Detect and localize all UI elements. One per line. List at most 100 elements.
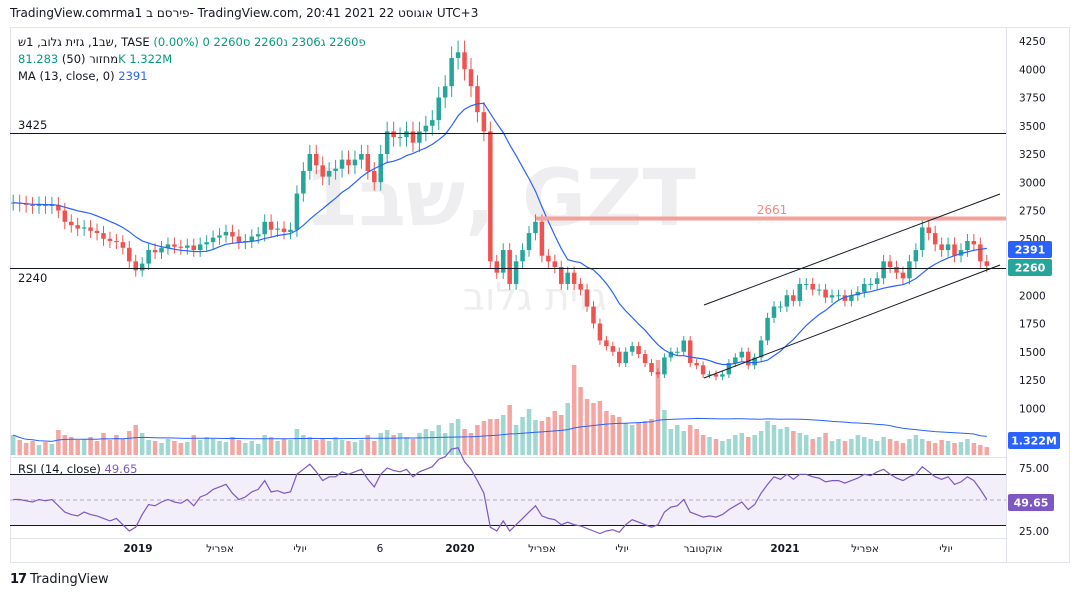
candle: [694, 359, 699, 370]
volume-bar: [262, 435, 267, 455]
footer-brand[interactable]: 17 TradingView: [10, 572, 109, 587]
candle: [146, 243, 151, 271]
candle: [49, 196, 55, 214]
rsi-legend[interactable]: RSI (14, close) 49.65: [18, 462, 137, 476]
candle: [68, 214, 74, 233]
candle: [829, 289, 835, 304]
time-axis[interactable]: 2019 אפריל יולי 6 2020 אפריל יולי אוקטובר 2021 אפ…: [123, 543, 952, 555]
volume-bar: [430, 431, 435, 455]
candle: [894, 260, 899, 279]
volume-bar: [359, 440, 364, 455]
candle: [578, 278, 583, 296]
resistance-line[interactable]: [536, 216, 1006, 221]
channel-upper-line[interactable]: [703, 193, 1001, 306]
candle: [139, 257, 145, 277]
volume-bar: [816, 437, 822, 455]
candle: [623, 347, 628, 368]
volume-bar: [803, 435, 809, 455]
channel-lower-line[interactable]: [703, 264, 1001, 379]
volume-bar: [436, 425, 442, 455]
volume-bar: [978, 445, 983, 455]
volume-bar: [958, 442, 964, 455]
time-tick-label: יולי: [293, 543, 307, 555]
price-axis[interactable]: 4250400037503500325030002750250022502000…: [1019, 36, 1046, 444]
candle: [494, 254, 500, 279]
candle: [662, 353, 667, 379]
volume-bar: [56, 430, 61, 455]
candle: [397, 127, 403, 147]
ma-legend[interactable]: MA (13, close, 0) 2391: [18, 69, 148, 83]
volume-bar: [197, 440, 203, 455]
volume-bar: [230, 437, 235, 455]
candle: [339, 150, 345, 178]
price-tick-label: 2750: [1019, 206, 1046, 218]
volume-ma-line: [13, 417, 987, 442]
candle: [797, 278, 803, 307]
volume-bar: [520, 417, 525, 455]
volume-bar: [268, 437, 274, 455]
price-tick-label: 3750: [1019, 93, 1046, 105]
volume-bar: [81, 439, 87, 455]
ma-label: MA (13, close, 0): [18, 69, 115, 83]
candle: [842, 289, 848, 307]
resistance-label: 2661: [757, 203, 788, 217]
candle: [733, 353, 738, 368]
volume-bar: [49, 444, 55, 455]
candle: [172, 237, 177, 254]
volume-bar: [681, 431, 687, 455]
volume-legend[interactable]: מחזור (50) 81.283K 1.322M: [18, 52, 172, 66]
volume-bar: [249, 441, 255, 455]
candle: [526, 225, 532, 257]
time-tick-label: יולי: [939, 543, 953, 555]
volume-bar: [384, 430, 390, 455]
ma-value: 2391: [118, 69, 148, 83]
candle: [75, 217, 80, 236]
price-tick-label: 1500: [1019, 347, 1046, 359]
volume-bar: [404, 437, 409, 455]
price-tick-label: 4000: [1019, 64, 1046, 76]
volume-layer: [10, 360, 990, 455]
volume-bar: [907, 439, 912, 455]
price-tick-label: 3250: [1019, 149, 1046, 161]
candle: [442, 75, 448, 109]
volume-bar: [397, 433, 403, 455]
candle: [565, 266, 570, 290]
volume-bar: [449, 423, 454, 455]
volume-bar: [771, 425, 777, 455]
volume-bar: [894, 441, 899, 455]
candle: [359, 144, 364, 169]
ma-badge: 2391: [1008, 241, 1052, 258]
candle: [333, 159, 338, 180]
volume-bar: [185, 442, 190, 455]
volume-bar: [842, 441, 848, 455]
volume-bar: [114, 435, 119, 455]
volume-bar: [758, 431, 764, 455]
volume-bar: [88, 437, 93, 455]
symbol-legend[interactable]: שב1, גזית גלוב, 1ש, TASE פ2260 ג2306 נ22…: [18, 35, 366, 49]
candle: [210, 230, 216, 250]
volume-bar: [526, 409, 532, 455]
volume-bar: [462, 429, 467, 455]
chart-frame[interactable]: [10, 27, 1070, 563]
candle: [223, 224, 229, 243]
candle: [862, 278, 867, 298]
volume-bar: [881, 437, 886, 455]
volume-bar: [868, 439, 873, 455]
candle: [533, 214, 538, 241]
volume-bar: [75, 440, 80, 455]
candle: [230, 224, 235, 244]
candle: [874, 272, 880, 290]
volume-bar: [668, 429, 674, 455]
candle: [262, 214, 267, 242]
svg-text:1.322M: 1.322M: [1011, 435, 1057, 448]
candle: [468, 57, 474, 98]
volume-bar: [752, 435, 757, 455]
volume-bar: [565, 403, 570, 455]
candle: [791, 289, 796, 307]
candle: [984, 254, 990, 273]
candle: [868, 278, 873, 290]
volume-bar: [442, 433, 448, 455]
candle: [610, 341, 616, 356]
rsi-axis[interactable]: 75.00 25.00: [1019, 463, 1049, 538]
